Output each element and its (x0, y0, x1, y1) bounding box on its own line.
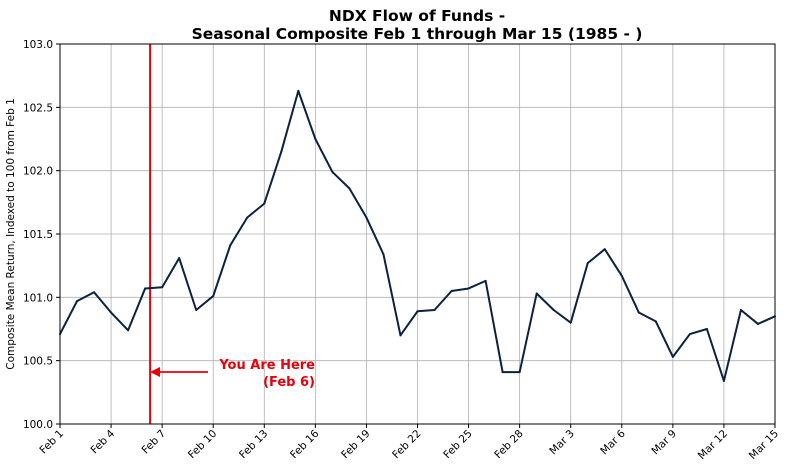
data-point (348, 187, 351, 190)
data-point (705, 328, 708, 330)
data-point (467, 287, 470, 290)
data-point (637, 311, 640, 314)
data-point (501, 371, 504, 374)
x-tick-label: Mar 3 (547, 428, 577, 458)
x-tick-label: Feb 7 (140, 428, 169, 457)
chart-title-line2: Seasonal Composite Feb 1 through Mar 15 … (192, 25, 643, 43)
data-point (161, 286, 164, 289)
data-point (569, 321, 572, 324)
data-point (365, 216, 368, 219)
data-point (93, 291, 96, 294)
y-axis-label: Composite Mean Return, Indexed to 100 fr… (5, 98, 17, 370)
data-point (722, 379, 725, 382)
x-tick-label: Feb 10 (186, 428, 219, 461)
data-point (603, 248, 606, 251)
y-tick-label: 100.5 (23, 356, 53, 368)
data-point (263, 202, 266, 205)
y-tick-label: 101.0 (23, 292, 53, 304)
grid-lines (59, 43, 776, 425)
y-tick-label: 102.0 (23, 166, 53, 178)
data-point (671, 355, 674, 358)
x-tick-label: Feb 4 (88, 427, 117, 456)
x-tick-label: Mar 9 (649, 428, 679, 458)
data-point (688, 333, 691, 336)
data-point (76, 300, 79, 303)
data-point (586, 262, 589, 265)
annotation: You Are Here (Feb 6) (218, 358, 315, 390)
data-point (756, 322, 759, 325)
y-tick-label: 101.5 (23, 229, 53, 241)
you-are-here-marker (149, 44, 208, 424)
data-point (297, 89, 300, 92)
data-point (654, 320, 657, 323)
x-tick-label: Mar 6 (598, 427, 628, 457)
y-tick-label: 103.0 (23, 39, 53, 51)
y-axis-ticks: 100.0 100.5 101.0 101.5 102.0 102.5 103.0 (23, 39, 60, 431)
data-point (433, 309, 436, 311)
x-axis-ticks: Feb 1 Feb 4 Feb 7 Feb 10 Feb 13 Feb 16 Feb 19 F… (37, 424, 781, 462)
data-point (229, 244, 232, 247)
data-point (552, 309, 555, 311)
data-point (450, 290, 453, 292)
data-point (739, 309, 742, 311)
data-point (280, 150, 283, 153)
data-point (331, 170, 334, 173)
annotation-line1: You Are Here (218, 358, 315, 373)
x-tick-label: Feb 16 (288, 427, 322, 461)
data-point (212, 295, 215, 298)
data-point (382, 253, 385, 256)
data-point (620, 274, 623, 277)
data-point (110, 311, 113, 314)
data-point (535, 292, 538, 295)
x-tick-label: Feb 28 (492, 428, 525, 461)
data-point (246, 216, 249, 219)
data-point (195, 309, 198, 311)
data-point (484, 279, 487, 282)
plot-frame (59, 43, 776, 425)
data-point (416, 310, 419, 313)
annotation-arrow-head (150, 367, 160, 377)
x-tick-label: Feb 19 (339, 428, 372, 461)
data-point (314, 138, 317, 140)
x-tick-label: Feb 1 (37, 428, 66, 457)
y-tick-label: 102.5 (23, 102, 53, 114)
x-tick-label: Feb 25 (441, 428, 474, 461)
chart-title-line1: NDX Flow of Funds - (329, 7, 505, 25)
x-tick-label: Mar 15 (747, 428, 781, 462)
x-tick-label: Feb 13 (237, 428, 270, 461)
data-point (178, 257, 181, 260)
data-point (518, 371, 521, 374)
x-tick-label: Feb 22 (390, 428, 423, 461)
data-point (399, 334, 402, 337)
annotation-line2: (Feb 6) (263, 375, 315, 390)
data-point (127, 329, 130, 332)
data-point (144, 287, 147, 290)
x-tick-label: Mar 12 (696, 428, 730, 462)
y-tick-label: 100.0 (23, 419, 53, 431)
